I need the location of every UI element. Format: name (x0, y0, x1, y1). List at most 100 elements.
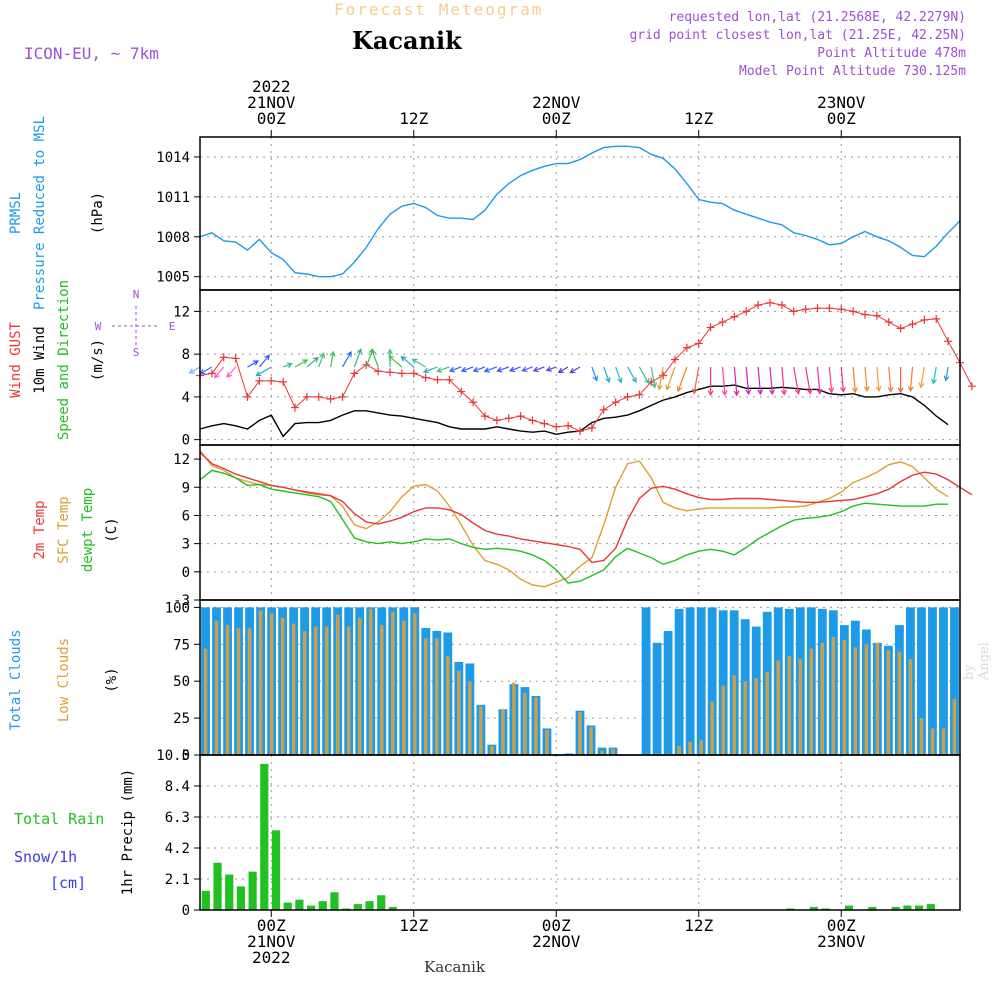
wind-arrow (213, 366, 225, 379)
low-cloud-bar (721, 685, 725, 755)
y-tick-label: 12 (173, 304, 190, 320)
bottom-time-label: 00Z (827, 916, 856, 935)
wind-arrow (828, 366, 835, 394)
wind-arrow (258, 354, 270, 368)
compass-cross (112, 306, 160, 346)
low-cloud-bar (699, 740, 703, 755)
wind-arrow (400, 355, 415, 368)
low-cloud-bar (545, 729, 549, 755)
low-cloud-bar (214, 620, 219, 755)
wind-arrow (918, 366, 925, 389)
gust-point (884, 318, 893, 327)
wind-arrow (521, 366, 533, 373)
wind-arrow (483, 366, 498, 373)
y-tick-label: 10.5 (156, 748, 190, 764)
wind-arrow (603, 366, 611, 384)
low-cloud-bar (247, 628, 252, 755)
low-cloud-bar (424, 638, 428, 755)
low-cloud-bar (908, 659, 913, 755)
low-cloud-bar (754, 678, 758, 755)
gust-point (386, 368, 394, 377)
low-cloud-bar (313, 626, 318, 755)
y-tick-label: 1005 (156, 270, 190, 286)
top-time-label: 00Z (257, 109, 286, 128)
gust-point (374, 367, 383, 376)
low-cloud-bar (457, 670, 461, 755)
top-time-label: 12Z (684, 109, 713, 128)
wind-arrow (188, 366, 201, 374)
gust-point (718, 318, 727, 327)
rain-bar (809, 907, 818, 910)
wind-arrow (863, 366, 870, 393)
y-tick-label: 1011 (156, 190, 190, 206)
wind-arrow (341, 350, 352, 368)
low-cloud-bar (435, 638, 439, 755)
wind-arrow (931, 366, 937, 385)
gust-point (576, 427, 584, 436)
total-cloud-bar (718, 610, 728, 755)
gust-point (682, 343, 691, 352)
compass-n: N (133, 288, 140, 301)
y-tick-label: 2.1 (165, 872, 190, 888)
low-cloud-bar (853, 647, 858, 755)
low-cloud-bar (302, 631, 307, 755)
low-cloud-bar (512, 682, 516, 755)
rain-bar (248, 871, 257, 910)
ylabel-low-clouds: Low Clouds (56, 638, 72, 722)
wind-arrow (353, 348, 363, 368)
gust-point (789, 307, 798, 316)
gust-point (504, 414, 513, 423)
low-cloud-bar (390, 611, 395, 755)
ylabel-hpa: (hPa) (90, 192, 106, 234)
y-tick-label: 6 (182, 508, 190, 524)
label-snow: Snow/1h (14, 848, 77, 866)
y-tick-label: 3 (182, 537, 190, 553)
gust-point (659, 371, 668, 380)
wind-arrow (816, 366, 823, 395)
gust-point (421, 373, 430, 382)
top-time-label: 22NOV (532, 93, 581, 112)
wind-arrow (665, 366, 676, 391)
wind-arrow (532, 366, 545, 373)
total-cloud-bar (928, 607, 937, 755)
low-cloud-bar (809, 648, 814, 755)
gust-point (896, 324, 905, 333)
ylabel-prmsl: PRMSL (8, 192, 24, 234)
low-cloud-bar (732, 675, 736, 755)
wind-arrow (650, 366, 658, 389)
pressure-line (199, 145, 961, 278)
low-cloud-bar (589, 726, 593, 755)
gust-point (279, 377, 288, 386)
gust-point (409, 369, 418, 378)
model-label: ICON-EU, ~ 7km (24, 44, 159, 63)
wind-arrow (329, 350, 336, 368)
product-title: Forecast Meteogram (334, 0, 544, 19)
gust-point (492, 416, 501, 425)
low-cloud-bar (688, 741, 692, 755)
low-cloud-bar (677, 746, 681, 755)
gust-point (611, 398, 620, 407)
low-cloud-bar (820, 642, 825, 755)
low-cloud-bar (611, 749, 615, 755)
rain-bar (914, 905, 924, 910)
low-cloud-bar (269, 613, 274, 755)
low-cloud-bar (501, 709, 505, 755)
wind-arrow (907, 366, 914, 393)
y-tick-label: 100 (165, 600, 190, 616)
bottom-time-label: 12Z (684, 916, 713, 935)
bottom-time-label: 00Z (542, 916, 571, 935)
low-cloud-bar (941, 728, 946, 755)
gust-point (837, 305, 846, 314)
y-tick-label: 1014 (156, 150, 190, 166)
wind-arrow (745, 366, 752, 396)
low-cloud-bar (710, 701, 714, 755)
rain-bar (365, 901, 374, 910)
gust-point (338, 392, 347, 401)
y-tick-label: 50 (173, 674, 190, 690)
gust-point (362, 360, 371, 369)
wind-arrow (887, 366, 894, 393)
total-cloud-bar (696, 607, 706, 755)
sfc-temp-line (199, 450, 949, 588)
low-cloud-bar (864, 644, 869, 755)
